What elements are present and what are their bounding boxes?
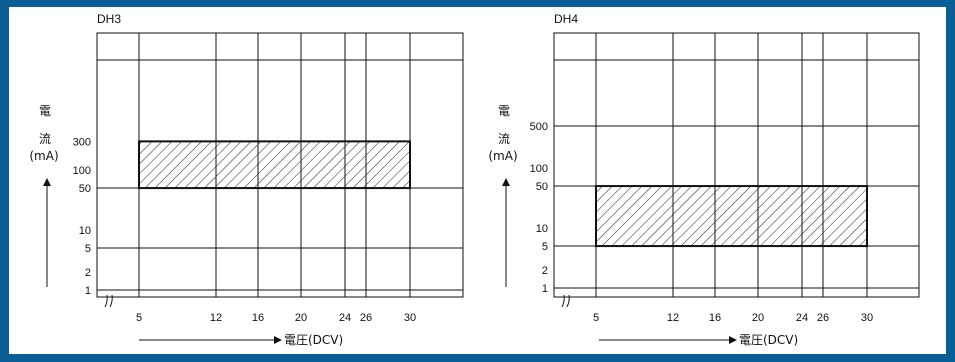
x-tick-label: 5 [136, 312, 142, 324]
y-axis-label-char2: 流 [498, 132, 510, 146]
y-axis-label-char2: 流 [39, 132, 51, 146]
y-tick-label: 2 [542, 265, 548, 277]
y-axis-label-unit: (mA) [488, 149, 517, 163]
y-tick-label: 1 [542, 283, 548, 295]
y-tick-label: 500 [530, 121, 548, 133]
x-tick-label: 24 [796, 312, 808, 324]
plot-border [553, 32, 920, 298]
operating-region [138, 140, 411, 190]
y-tick-label: 5 [542, 241, 548, 253]
x-axis-label: 電圧(DCV) [739, 333, 798, 347]
plot-border [96, 32, 464, 298]
y-tick-label: 100 [530, 163, 548, 175]
chart-title: DH4 [554, 12, 578, 26]
x-tick-label: 5 [593, 312, 599, 324]
x-tick-label: 12 [210, 312, 222, 324]
x-tick-label: 26 [360, 312, 372, 324]
x-tick-label: 20 [752, 312, 764, 324]
y-tick-label: 5 [85, 243, 91, 255]
x-tick-label: 20 [295, 312, 307, 324]
y-axis-label-char1: 電 [498, 104, 510, 118]
x-tick-label: 12 [667, 312, 679, 324]
y-tick-label: 10 [79, 225, 91, 237]
axis-break-icon [561, 294, 570, 308]
chart-frame: DH3 1 2 5 10 50 100 300 5 12 16 20 24 26 30 電流 (mA) 電圧(DC… [9, 7, 946, 354]
y-tick-label: 300 [73, 136, 91, 148]
x-tick-label: 24 [339, 312, 351, 324]
x-tick-label: 16 [709, 312, 721, 324]
y-tick-label: 50 [79, 183, 91, 195]
x-tick-label: 30 [404, 312, 416, 324]
x-tick-label: 30 [861, 312, 873, 324]
y-axis-label-unit: (mA) [29, 149, 58, 163]
y-tick-label: 50 [536, 181, 548, 193]
x-tick-label: 26 [817, 312, 829, 324]
y-tick-label: 1 [85, 285, 91, 297]
y-tick-label: 100 [73, 165, 91, 177]
x-axis-label: 電圧(DCV) [284, 333, 343, 347]
y-tick-label: 2 [85, 267, 91, 279]
y-axis-label-char1: 電 [39, 104, 51, 118]
axis-break-icon [104, 294, 113, 308]
x-tick-label: 16 [252, 312, 264, 324]
y-tick-label: 10 [536, 223, 548, 235]
operating-region [595, 185, 868, 248]
chart-title: DH3 [97, 12, 121, 26]
